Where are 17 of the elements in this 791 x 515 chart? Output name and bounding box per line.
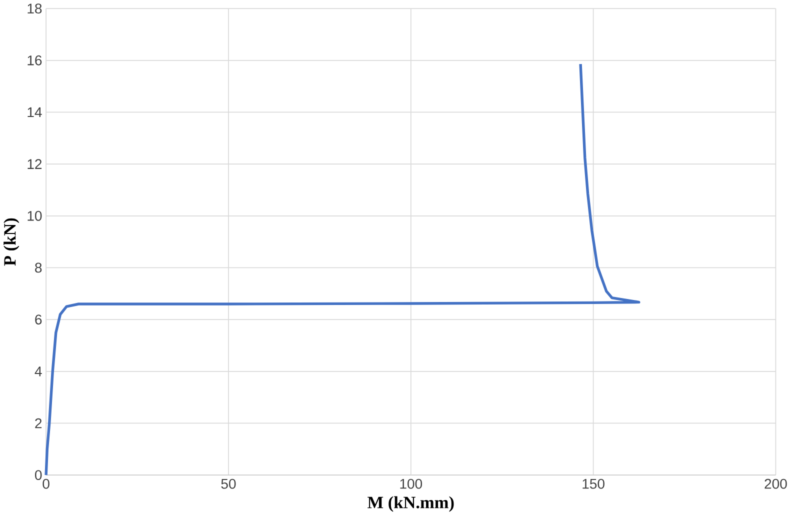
- y-tick-label: 18: [28, 3, 42, 14]
- x-tick-label: 100: [400, 478, 422, 489]
- y-tick-label: 10: [28, 210, 42, 221]
- y-tick-label: 8: [35, 262, 42, 272]
- y-tick-label: 12: [28, 158, 42, 169]
- x-tick-label: 50: [221, 478, 236, 489]
- x-tick-label: 200: [764, 478, 787, 489]
- y-axis-title: P (kN): [4, 218, 20, 266]
- y-tick-label: 14: [28, 107, 42, 117]
- y-tick-label: 6: [35, 314, 42, 324]
- y-tick-label: 2: [35, 418, 42, 428]
- x-axis-title: M (kN.mm): [368, 496, 454, 512]
- x-tick-label: 150: [582, 478, 604, 489]
- y-tick-label: 16: [28, 55, 42, 66]
- x-tick-label: 0: [42, 478, 50, 489]
- y-tick-label: 0: [34, 470, 42, 480]
- y-tick-label: 4: [34, 366, 42, 376]
